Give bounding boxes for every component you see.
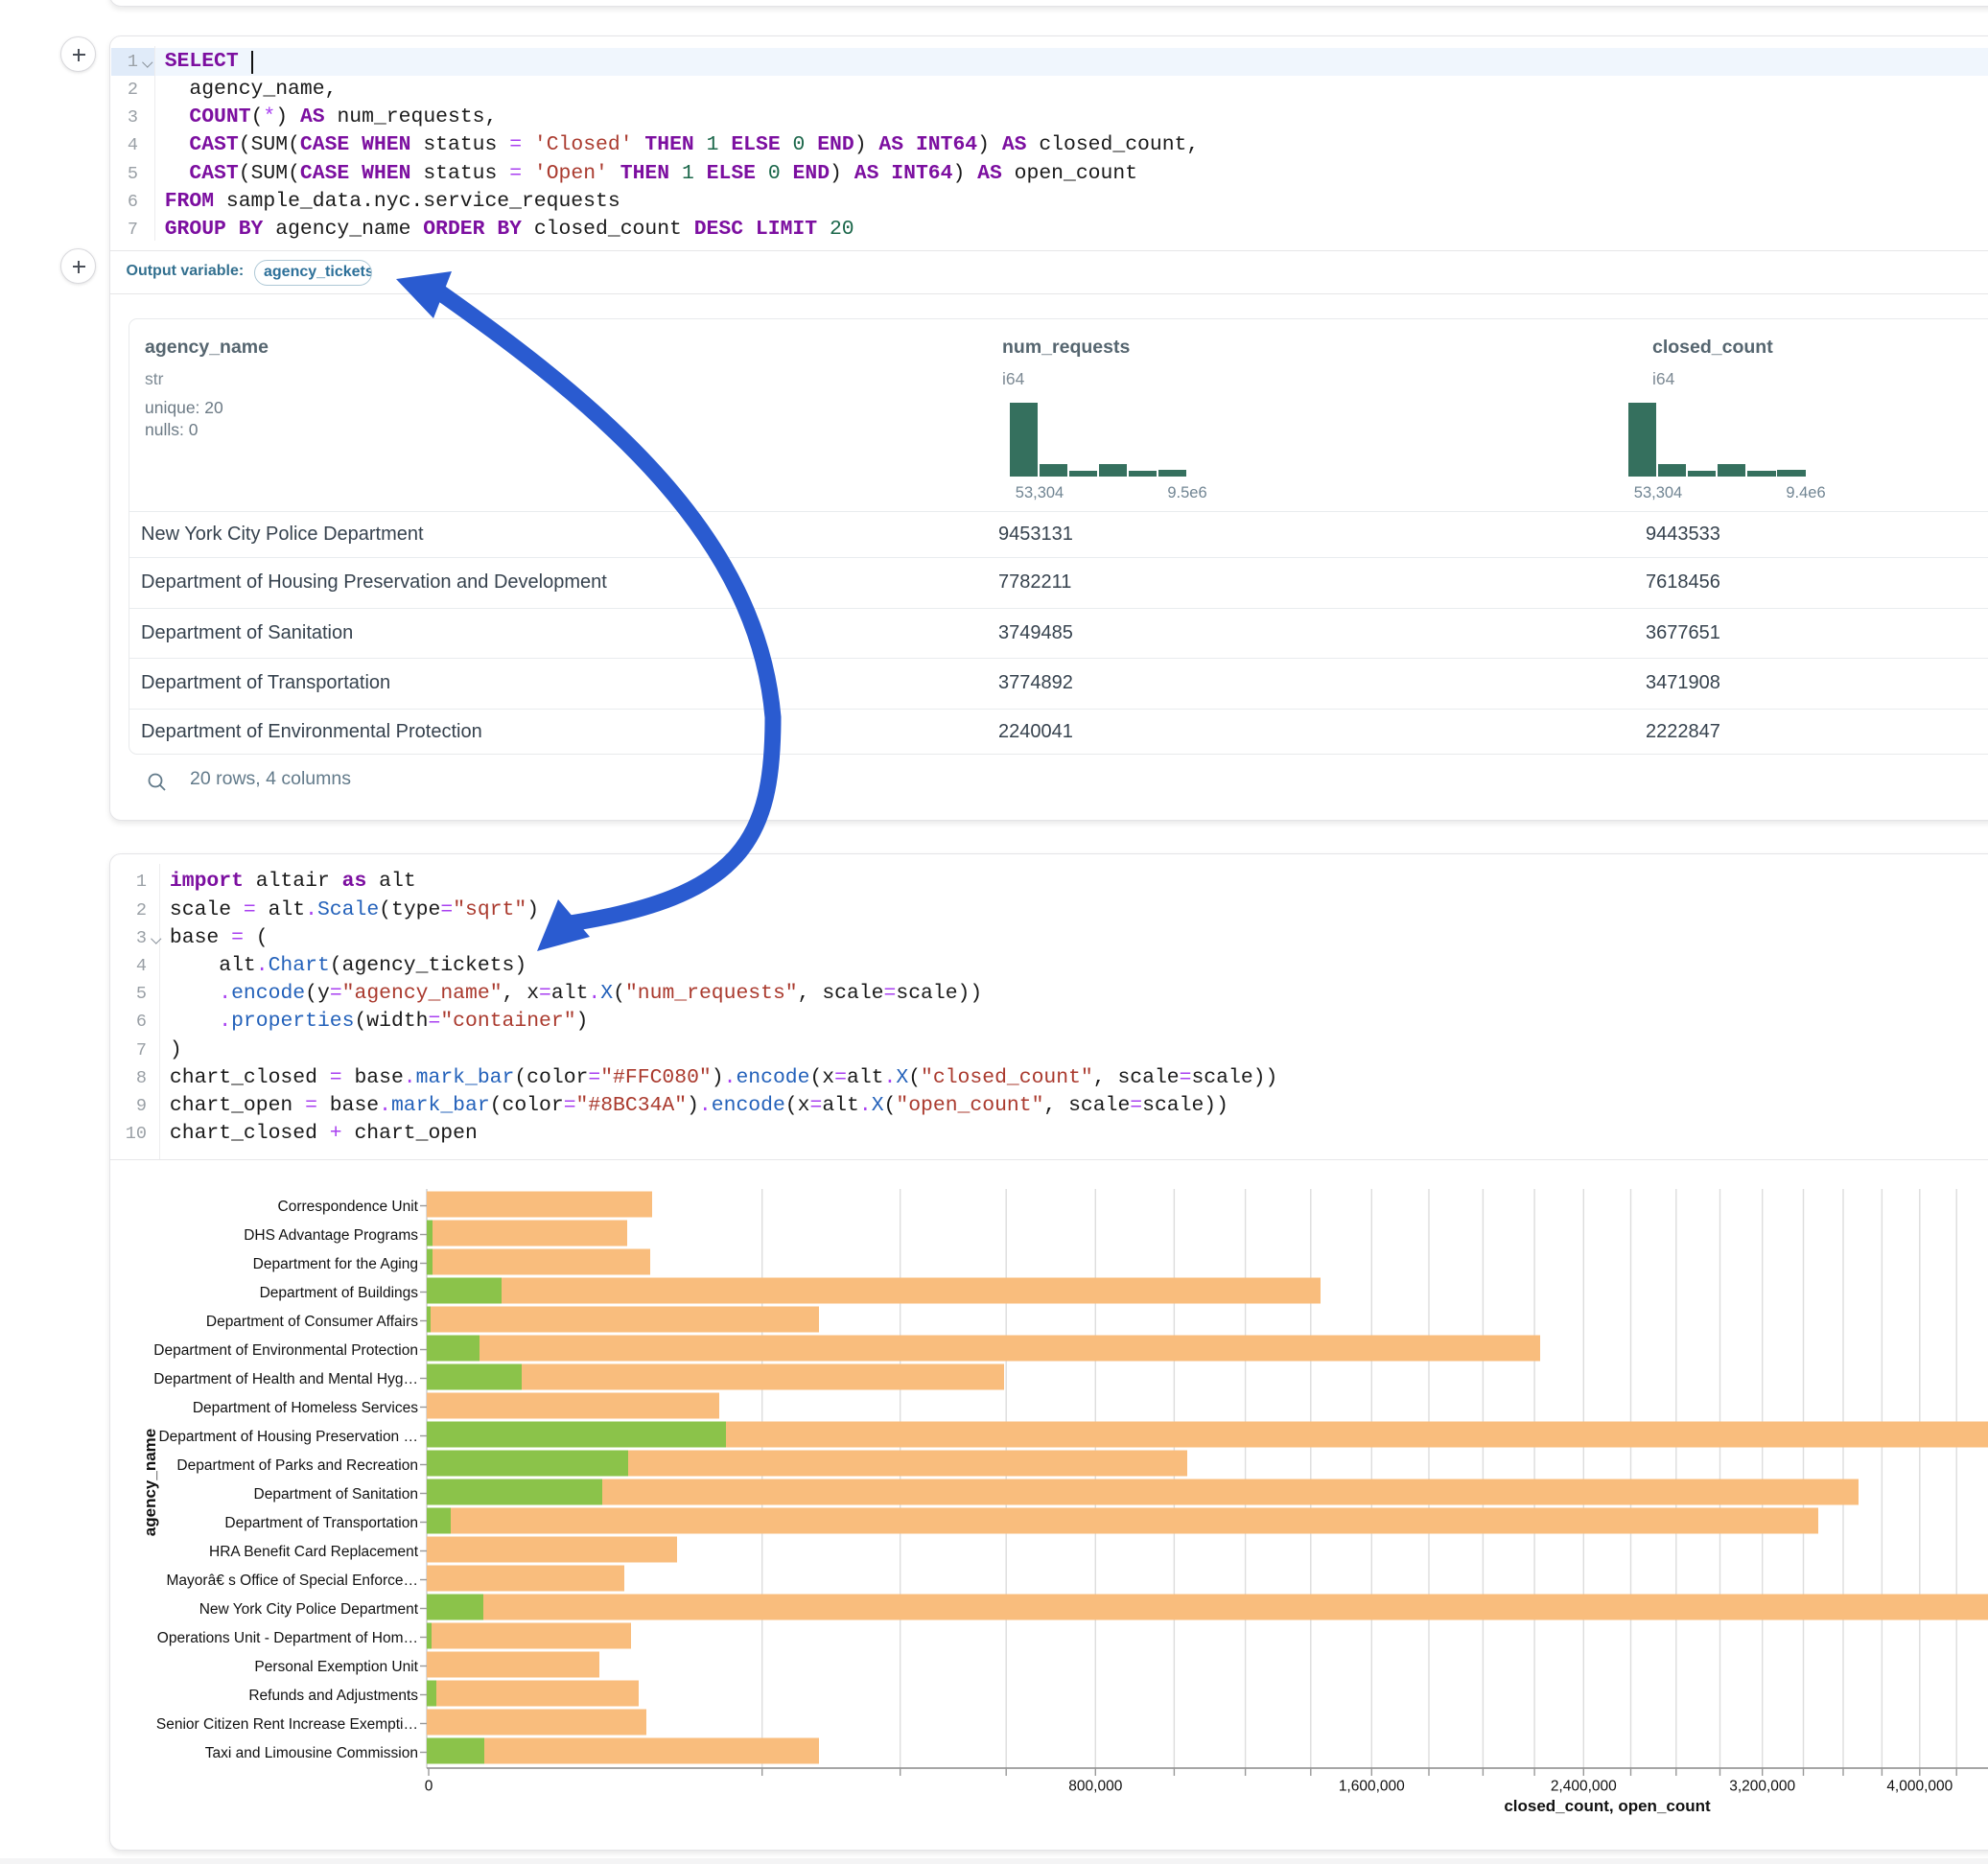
svg-text:Department of Consumer Affairs: Department of Consumer Affairs <box>206 1314 418 1330</box>
svg-text:New York City Police Departmen: New York City Police Department <box>199 1601 419 1618</box>
svg-text:1,600,000: 1,600,000 <box>1339 1779 1405 1795</box>
svg-text:Taxi and Limousine Commission: Taxi and Limousine Commission <box>205 1745 418 1761</box>
svg-text:Department of Parks and Recrea: Department of Parks and Recreation <box>176 1457 418 1474</box>
svg-text:Department of Homeless Service: Department of Homeless Services <box>193 1400 418 1416</box>
svg-text:Refunds and Adjustments: Refunds and Adjustments <box>248 1688 418 1704</box>
svg-text:800,000: 800,000 <box>1068 1779 1122 1795</box>
svg-text:DHS Advantage Programs: DHS Advantage Programs <box>244 1227 418 1244</box>
svg-text:0: 0 <box>425 1779 433 1795</box>
svg-text:agency_name: agency_name <box>141 1429 159 1536</box>
svg-text:Correspondence Unit: Correspondence Unit <box>278 1199 419 1215</box>
svg-text:2,400,000: 2,400,000 <box>1551 1779 1617 1795</box>
svg-text:Department of Environmental Pr: Department of Environmental Protection <box>153 1342 418 1359</box>
svg-text:Department of Transportation: Department of Transportation <box>224 1515 418 1531</box>
svg-text:Department of Housing Preserva: Department of Housing Preservation … <box>158 1429 418 1445</box>
svg-text:Senior Citizen Rent Increase E: Senior Citizen Rent Increase Exempti… <box>156 1716 418 1733</box>
svg-text:4,000,000: 4,000,000 <box>1886 1779 1953 1795</box>
svg-text:Department for the Aging: Department for the Aging <box>253 1256 418 1272</box>
svg-text:HRA Benefit Card Replacement: HRA Benefit Card Replacement <box>209 1544 419 1560</box>
svg-text:Operations Unit - Department o: Operations Unit - Department of Hom… <box>157 1630 418 1646</box>
svg-text:Mayorâ€ s Office of Special En: Mayorâ€ s Office of Special Enforce… <box>167 1573 418 1589</box>
svg-text:Department of Buildings: Department of Buildings <box>260 1285 419 1301</box>
svg-text:Department of Health and Menta: Department of Health and Mental Hyg… <box>153 1371 418 1387</box>
svg-text:Personal Exemption Unit: Personal Exemption Unit <box>254 1659 418 1675</box>
svg-text:closed_count, open_count: closed_count, open_count <box>1504 1797 1711 1815</box>
svg-text:Department of Sanitation: Department of Sanitation <box>254 1486 418 1503</box>
svg-text:3,200,000: 3,200,000 <box>1729 1779 1795 1795</box>
